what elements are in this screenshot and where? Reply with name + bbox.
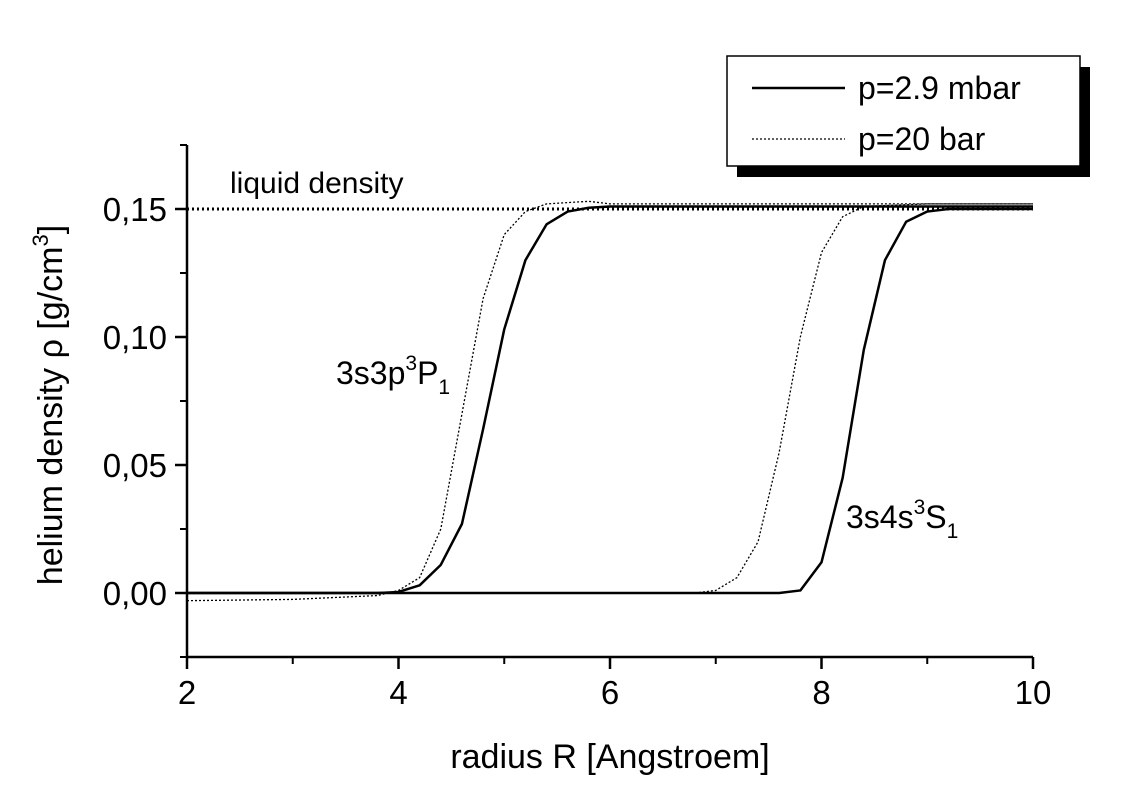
y-axis-title: helium density ρ [g/cm3] <box>28 225 70 585</box>
x-tick-label: 6 <box>601 674 619 711</box>
annotation-text: 3s4s <box>846 499 914 535</box>
x-tick-label: 2 <box>178 674 196 711</box>
series-line <box>187 207 1033 595</box>
y-axis-title-text: helium density ρ [g/cm <box>32 247 70 586</box>
annotation-sup: 3 <box>914 496 926 519</box>
series-line <box>187 203 1033 594</box>
y-axis-title-sup: 3 <box>28 234 53 246</box>
y-tick-label: 0,00 <box>103 575 167 612</box>
legend-label: p=20 bar <box>858 121 986 157</box>
legend-box <box>726 55 1081 167</box>
series-line <box>186 200 1033 602</box>
y-tick-label: 0,10 <box>103 319 167 356</box>
x-tick-label: 10 <box>1015 674 1052 711</box>
annotation-sup: 3 <box>405 352 417 375</box>
x-tick-label: 8 <box>812 674 830 711</box>
annotation-sub: 1 <box>947 520 959 543</box>
curve-annotation: 3s3p3P1 <box>336 352 450 399</box>
curve-annotation: 3s4s3S1 <box>846 496 958 543</box>
annotation-base: P <box>417 355 438 391</box>
y-tick-label: 0,15 <box>103 191 167 228</box>
annotation-text: 3s3p <box>336 355 405 391</box>
x-tick-label: 4 <box>389 674 407 711</box>
reference-label: liquid density <box>230 167 403 200</box>
x-axis-title: radius R [Angstroem] <box>450 738 769 776</box>
annotation-base: S <box>925 499 946 535</box>
y-axis-title-end: ] <box>32 225 70 234</box>
y-tick-label: 0,05 <box>103 447 167 484</box>
annotation-sub: 1 <box>438 376 450 399</box>
legend-label: p=2.9 mbar <box>858 70 1021 106</box>
